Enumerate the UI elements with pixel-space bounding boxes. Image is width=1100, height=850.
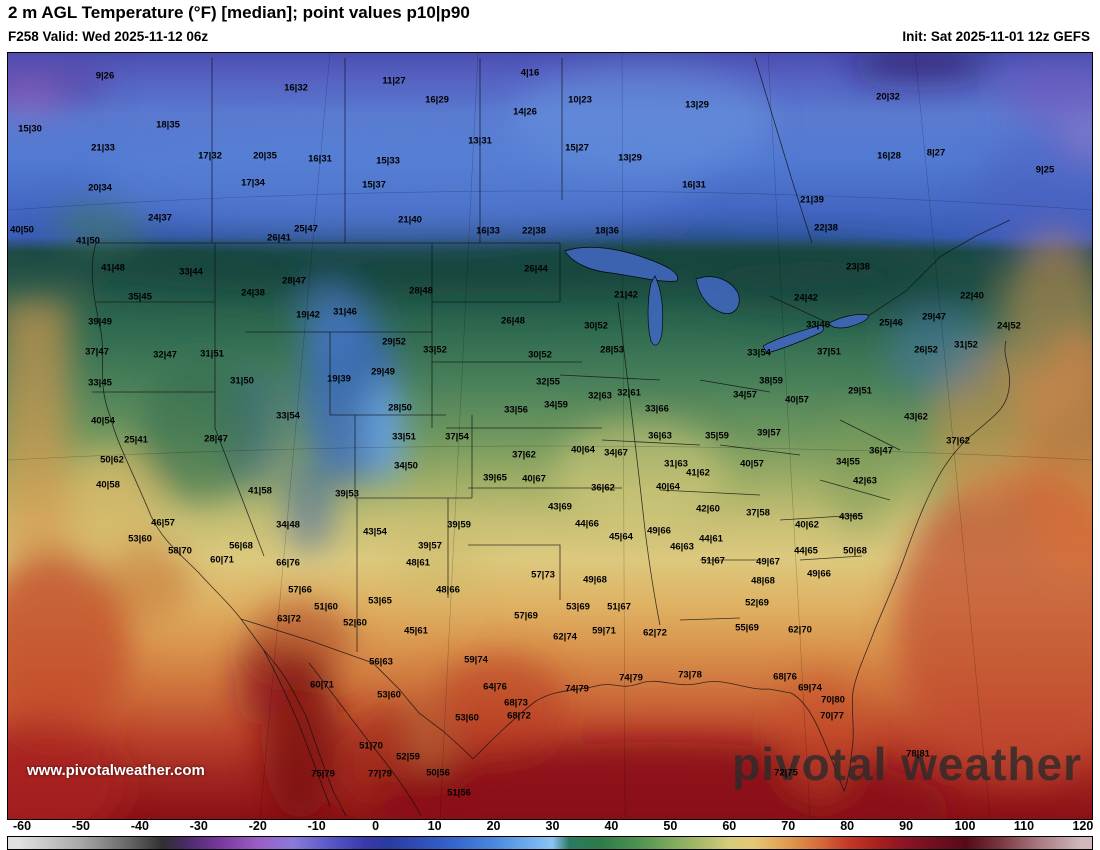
site-url-watermark: www.pivotalweather.com [27, 762, 205, 779]
map-canvas: www.pivotalweather.com pivotal weather [7, 52, 1093, 820]
colorbar-tick: 70 [781, 819, 796, 833]
brand-watermark: pivotal weather [732, 738, 1082, 790]
colorbar-tick: -30 [189, 819, 208, 833]
map-title: 2 m AGL Temperature (°F) [median]; point… [8, 3, 470, 22]
colorbar-tick: 30 [545, 819, 560, 833]
temperature-field-art [8, 53, 1092, 819]
colorbar-tick: 90 [899, 819, 914, 833]
valid-time: F258 Valid: Wed 2025-11-12 06z [8, 29, 209, 44]
colorbar-tick: 80 [840, 819, 855, 833]
temperature-blobs [8, 53, 1092, 819]
colorbar-tick: -60 [12, 819, 32, 833]
colorbar-tick: 110 [1013, 819, 1035, 833]
colorbar-gradient [7, 836, 1093, 850]
init-time: Init: Sat 2025-11-01 12z GEFS [902, 29, 1090, 44]
colorbar-tick: -50 [71, 819, 90, 833]
colorbar-tick: 10 [427, 819, 442, 833]
border-lines [91, 57, 1011, 817]
colorbar-ticks: -60 -50 -40 -30 -20 -10 0 10 20 30 40 50 60 70 80 90 100… [0, 819, 1100, 835]
graticule-lines [8, 53, 1092, 819]
colorbar-tick: 0 [372, 819, 380, 833]
colorbar-tick: 40 [604, 819, 619, 833]
colorbar-tick: 120 [1072, 819, 1094, 833]
colorbar-tick: -40 [130, 819, 149, 833]
colorbar-tick: 100 [954, 819, 976, 833]
colorbar-tick: 60 [722, 819, 737, 833]
colorbar-tick: 50 [663, 819, 678, 833]
colorbar-tick: -10 [307, 819, 326, 833]
great-lakes [564, 246, 869, 354]
colorbar-tick: 20 [486, 819, 501, 833]
colorbar-tick: -20 [248, 819, 267, 833]
